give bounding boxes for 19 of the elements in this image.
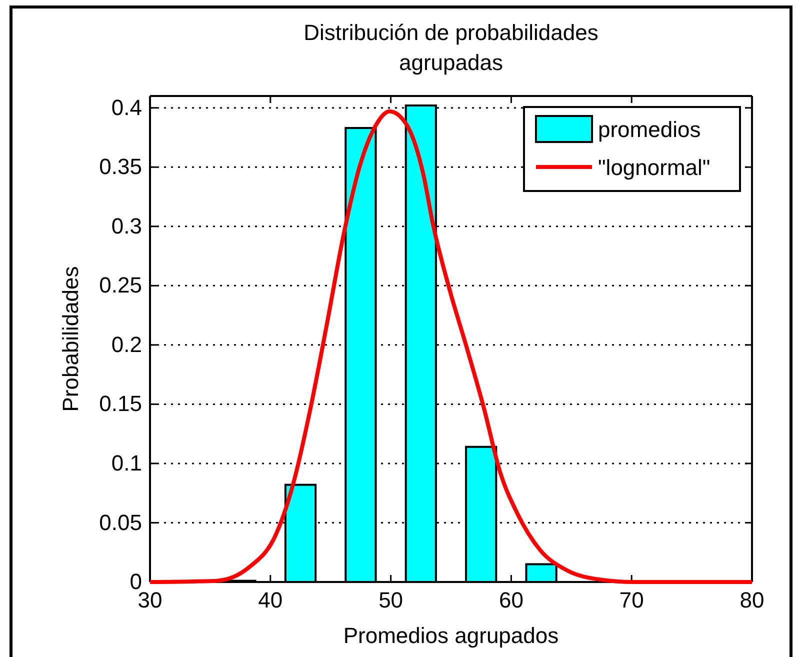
x-tick-label: 50 [378, 588, 404, 613]
x-tick-label: 80 [740, 588, 764, 613]
y-tick-label: 0.3 [111, 213, 142, 238]
y-tick-label: 0.05 [99, 510, 142, 535]
chart-title: Distribución de probabilidades agrupadas [304, 20, 598, 75]
legend-label: "lognormal" [598, 155, 710, 180]
y-tick-label: 0.15 [99, 391, 142, 416]
y-axis-title: Probabilidades [58, 266, 83, 412]
x-axis-title: Promedios agrupados [343, 623, 559, 648]
y-tick-label: 0.35 [99, 154, 142, 180]
y-tick-label: 0.4 [111, 94, 142, 120]
y-tick-label: 0.25 [99, 272, 142, 298]
legend-label: promedios [598, 117, 701, 142]
x-tick-label: 30 [138, 588, 162, 613]
y-tick-label: 0.2 [111, 332, 142, 357]
x-tick-label: 70 [619, 588, 644, 613]
x-tick-label: 40 [258, 588, 283, 613]
y-tick-label: 0.1 [111, 450, 142, 476]
x-tick-label: 60 [498, 588, 524, 613]
